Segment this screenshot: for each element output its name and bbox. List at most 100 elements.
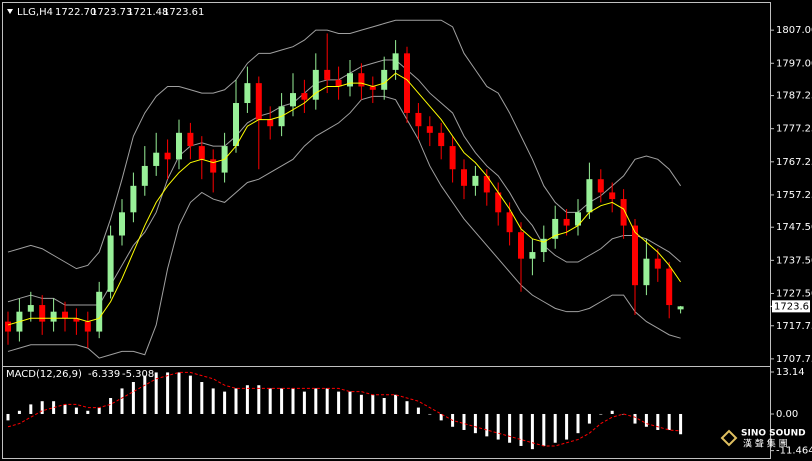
candle-body — [62, 311, 68, 319]
macd-bar — [656, 413, 660, 430]
candle-body — [27, 305, 34, 312]
macd-bar — [120, 388, 124, 414]
y-tick-label: 1707.75 — [776, 354, 812, 365]
candle-body — [50, 311, 57, 322]
candle-body — [244, 83, 251, 104]
candle-body — [620, 199, 627, 226]
candle-body — [290, 93, 296, 107]
last-open: 1722.70 — [55, 7, 96, 18]
macd-bar — [473, 413, 477, 434]
macd-bar — [17, 410, 21, 414]
candle-body — [84, 321, 91, 332]
macd-bar — [40, 401, 44, 414]
candle-body — [563, 218, 570, 226]
candle-body — [176, 132, 182, 160]
candle-body — [495, 192, 502, 213]
macd-bar — [519, 413, 523, 446]
candle-body — [187, 132, 194, 147]
y-tick-label: 1767.25 — [776, 157, 812, 168]
candle-body — [73, 318, 80, 322]
macd-bar — [542, 413, 546, 446]
y-tick-label: 1747.50 — [776, 222, 812, 233]
price-tag — [772, 300, 810, 313]
macd-bar — [679, 413, 683, 435]
y-tick-label: 1777.25 — [776, 124, 812, 135]
macd-signal — [7, 371, 681, 447]
macd-bar — [644, 413, 648, 427]
candle-body — [141, 165, 148, 186]
macd-bar — [405, 401, 409, 414]
menu-arrow — [7, 9, 13, 14]
candle-body — [677, 306, 684, 310]
macd-bar — [131, 382, 135, 414]
candle-body — [609, 192, 616, 200]
macd-bar — [154, 372, 158, 414]
candle-body — [461, 169, 467, 186]
macd-bar — [371, 394, 375, 414]
macd-bar — [223, 391, 227, 414]
candle-body — [335, 79, 342, 87]
macd-bar — [314, 388, 318, 414]
candle-body — [198, 146, 205, 160]
y-tick-label: 1797.00 — [776, 58, 812, 69]
candle-body — [643, 258, 650, 286]
macd-bar — [188, 375, 192, 414]
macd-bar — [667, 413, 671, 430]
macd-tick-label: -11.464 — [776, 446, 812, 457]
macd-bar — [485, 413, 489, 437]
candle-body — [654, 258, 661, 269]
candle-body — [39, 305, 46, 322]
y-tick-label: 1737.50 — [776, 255, 812, 266]
candle-body — [324, 69, 331, 80]
candle-body — [369, 86, 376, 90]
macd-bar — [74, 407, 78, 414]
macd-bar — [462, 413, 466, 430]
macd-bar — [97, 407, 101, 414]
y-tick-label: 1787.25 — [776, 91, 812, 102]
logo: SINO SOUND 漢 聲 集 團 — [720, 429, 806, 450]
last-high: 1723.73 — [91, 7, 132, 18]
macd-bar — [63, 404, 67, 414]
price-tag-label: 1723.61 — [774, 301, 812, 312]
macd-bar — [553, 413, 557, 443]
macd-bar — [109, 398, 113, 414]
candle-body — [381, 69, 388, 90]
macd-bar — [428, 413, 432, 415]
candle-body — [267, 119, 274, 127]
macd-bar — [496, 413, 500, 440]
candle-body — [96, 291, 103, 332]
candle-body — [483, 175, 490, 193]
macd-bar — [143, 375, 147, 414]
macd-bar — [86, 410, 90, 414]
candle-body — [529, 252, 536, 259]
moving-average — [7, 72, 682, 326]
macd-bar — [576, 413, 580, 434]
macd-bar — [268, 388, 272, 414]
logo-chinese: 漢 聲 集 團 — [743, 438, 788, 450]
bollinger-middle — [7, 59, 681, 306]
macd-bar — [291, 388, 295, 414]
y-tick-label: 1807.00 — [776, 25, 812, 36]
y-tick-label: 1757.25 — [776, 190, 812, 201]
macd-bar — [257, 385, 261, 414]
candle-body — [233, 103, 239, 147]
macd-bar — [382, 398, 386, 414]
y-tick-label: 1717.75 — [776, 321, 812, 332]
macd-tick-label: 13.14 — [776, 367, 805, 378]
last-low: 1721.48 — [127, 7, 168, 18]
candle-body — [449, 146, 456, 170]
macd-bar — [52, 401, 56, 414]
candle-body — [415, 112, 422, 127]
frame — [2, 2, 771, 459]
macd-bar — [234, 388, 238, 414]
candle-body — [597, 179, 604, 193]
candle-body — [312, 69, 319, 100]
macd-bar — [245, 385, 249, 414]
macd-bar — [610, 410, 614, 414]
candle-body — [404, 53, 410, 113]
candle-body — [5, 321, 11, 332]
signal-value: -5.308 — [122, 369, 154, 380]
bollinger-lower — [7, 95, 681, 359]
macd-bar — [508, 413, 512, 443]
